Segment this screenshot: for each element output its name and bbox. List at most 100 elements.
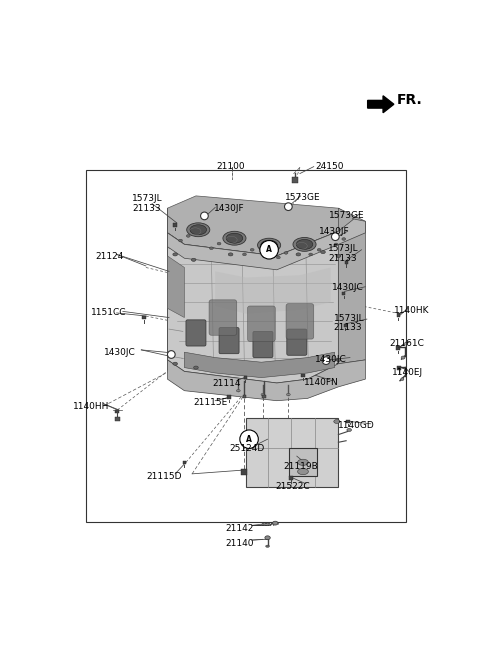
Polygon shape bbox=[168, 196, 354, 256]
Ellipse shape bbox=[265, 536, 270, 539]
Text: 1140EJ: 1140EJ bbox=[392, 369, 423, 377]
Ellipse shape bbox=[186, 235, 190, 237]
Text: 21140: 21140 bbox=[225, 539, 254, 547]
Ellipse shape bbox=[401, 378, 404, 380]
FancyBboxPatch shape bbox=[287, 329, 307, 355]
Bar bbox=[173, 223, 177, 227]
Text: 21124: 21124 bbox=[95, 252, 123, 261]
Text: 1151CC: 1151CC bbox=[90, 308, 126, 317]
Ellipse shape bbox=[296, 239, 313, 250]
Text: 21522C: 21522C bbox=[275, 482, 310, 491]
Ellipse shape bbox=[192, 258, 196, 261]
Text: 21100: 21100 bbox=[216, 162, 245, 171]
Ellipse shape bbox=[273, 521, 278, 525]
Ellipse shape bbox=[187, 223, 210, 237]
Bar bbox=[115, 417, 120, 422]
Bar bbox=[262, 395, 265, 398]
Ellipse shape bbox=[324, 361, 329, 364]
Ellipse shape bbox=[242, 253, 246, 256]
Polygon shape bbox=[168, 231, 338, 383]
Ellipse shape bbox=[334, 243, 338, 246]
Ellipse shape bbox=[201, 212, 208, 219]
Ellipse shape bbox=[336, 358, 341, 361]
Bar bbox=[342, 292, 345, 295]
Text: 25124D: 25124D bbox=[229, 444, 264, 453]
Ellipse shape bbox=[285, 203, 292, 210]
Bar bbox=[345, 261, 348, 263]
Bar bbox=[115, 409, 119, 413]
Bar bbox=[227, 395, 231, 399]
Ellipse shape bbox=[217, 242, 221, 245]
Ellipse shape bbox=[236, 390, 240, 392]
Bar bbox=[396, 313, 400, 317]
Text: 1430JC: 1430JC bbox=[104, 348, 136, 357]
Text: 1140FN: 1140FN bbox=[304, 378, 338, 386]
Polygon shape bbox=[168, 208, 184, 379]
Ellipse shape bbox=[298, 468, 308, 474]
Ellipse shape bbox=[298, 459, 308, 465]
Text: 1140HH: 1140HH bbox=[73, 402, 109, 411]
Ellipse shape bbox=[287, 394, 290, 396]
Ellipse shape bbox=[250, 248, 254, 251]
Ellipse shape bbox=[296, 253, 300, 256]
Bar bbox=[396, 346, 400, 350]
Bar bbox=[142, 315, 145, 319]
Ellipse shape bbox=[228, 253, 233, 256]
Ellipse shape bbox=[284, 252, 288, 254]
Bar bbox=[242, 395, 246, 398]
Text: 1430JF: 1430JF bbox=[214, 204, 244, 214]
Text: 21119B: 21119B bbox=[283, 463, 318, 471]
Text: 1430JF: 1430JF bbox=[319, 227, 350, 237]
Ellipse shape bbox=[190, 225, 206, 235]
Text: 1573JL
21133: 1573JL 21133 bbox=[132, 194, 163, 213]
Ellipse shape bbox=[209, 247, 213, 250]
Bar bbox=[241, 469, 247, 474]
Ellipse shape bbox=[347, 428, 351, 432]
Bar bbox=[397, 366, 401, 369]
FancyBboxPatch shape bbox=[286, 304, 314, 339]
Bar bbox=[347, 420, 350, 423]
Text: A: A bbox=[246, 435, 252, 443]
Text: 1430JC: 1430JC bbox=[332, 283, 364, 292]
Polygon shape bbox=[184, 352, 335, 378]
Ellipse shape bbox=[193, 366, 198, 369]
Ellipse shape bbox=[293, 237, 316, 252]
Polygon shape bbox=[368, 96, 394, 113]
Text: 1140GD: 1140GD bbox=[338, 422, 375, 430]
Polygon shape bbox=[168, 256, 184, 317]
Text: 21142: 21142 bbox=[225, 524, 253, 533]
Text: FR.: FR. bbox=[397, 93, 423, 106]
Ellipse shape bbox=[261, 394, 265, 396]
Bar bbox=[292, 177, 298, 183]
FancyBboxPatch shape bbox=[209, 300, 237, 335]
Text: 1430JC: 1430JC bbox=[315, 355, 347, 363]
Ellipse shape bbox=[317, 248, 321, 251]
Text: 21161C: 21161C bbox=[389, 339, 424, 348]
FancyBboxPatch shape bbox=[186, 320, 206, 346]
Bar bbox=[86, 170, 406, 522]
Ellipse shape bbox=[173, 362, 178, 365]
Ellipse shape bbox=[258, 238, 281, 252]
Text: 1573GE: 1573GE bbox=[285, 193, 320, 202]
Bar bbox=[244, 376, 247, 379]
Text: 21115E: 21115E bbox=[193, 398, 228, 407]
Polygon shape bbox=[215, 267, 331, 313]
Bar bbox=[289, 476, 293, 480]
Text: 1573JL
21133: 1573JL 21133 bbox=[328, 244, 359, 263]
Text: 21115D: 21115D bbox=[146, 472, 181, 480]
Text: 1573GE: 1573GE bbox=[329, 212, 365, 220]
Ellipse shape bbox=[342, 238, 346, 240]
Polygon shape bbox=[168, 219, 365, 270]
Ellipse shape bbox=[240, 430, 258, 449]
Ellipse shape bbox=[334, 420, 340, 423]
FancyBboxPatch shape bbox=[253, 331, 273, 357]
Ellipse shape bbox=[401, 356, 405, 359]
FancyBboxPatch shape bbox=[248, 306, 275, 342]
Text: 1573JL
21133: 1573JL 21133 bbox=[334, 313, 364, 332]
Ellipse shape bbox=[262, 254, 267, 258]
Ellipse shape bbox=[332, 233, 339, 240]
Text: 21114: 21114 bbox=[212, 379, 240, 388]
Ellipse shape bbox=[336, 254, 341, 258]
Text: 1140HK: 1140HK bbox=[394, 306, 429, 315]
Polygon shape bbox=[338, 208, 365, 364]
